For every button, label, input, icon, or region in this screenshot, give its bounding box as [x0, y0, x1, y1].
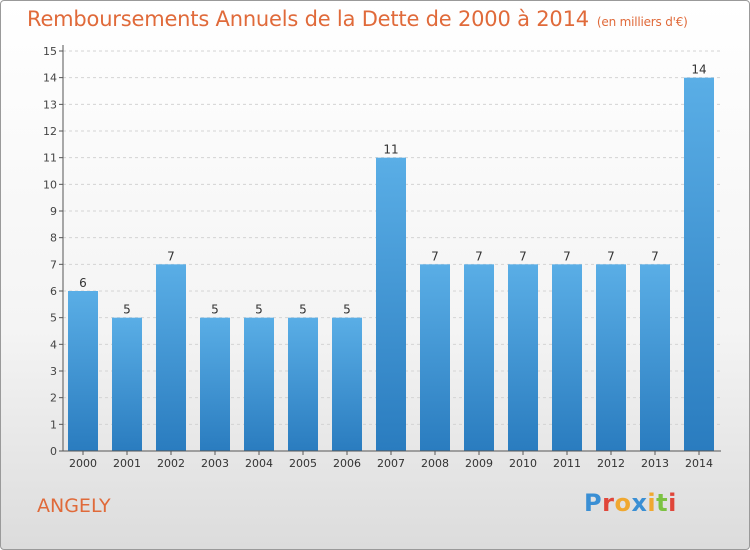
x-tick-label: 2010 [509, 457, 537, 470]
x-tick-label: 2005 [289, 457, 317, 470]
y-tick-label: 14 [43, 72, 57, 85]
bar [112, 317, 142, 451]
bar [508, 264, 538, 451]
bar-value-label: 7 [431, 249, 439, 263]
bar-value-label: 5 [343, 303, 351, 317]
x-tick-label: 2009 [465, 457, 493, 470]
bar [200, 317, 230, 451]
bar [68, 291, 98, 451]
bar [244, 317, 274, 451]
x-tick-label: 2014 [685, 457, 713, 470]
y-tick-label: 7 [50, 258, 57, 271]
bar [156, 264, 186, 451]
bar-value-label: 6 [79, 276, 87, 290]
bar-value-label: 5 [255, 303, 263, 317]
y-tick-label: 4 [50, 338, 57, 351]
bar-value-label: 7 [519, 249, 527, 263]
bar-value-label: 7 [563, 249, 571, 263]
bar-value-label: 7 [475, 249, 483, 263]
bar [376, 157, 406, 451]
bar [332, 317, 362, 451]
y-tick-label: 3 [50, 365, 57, 378]
x-tick-label: 2000 [69, 457, 97, 470]
y-tick-label: 0 [50, 445, 57, 458]
y-tick-label: 13 [43, 98, 57, 111]
y-tick-label: 2 [50, 392, 57, 405]
x-tick-label: 2004 [245, 457, 273, 470]
y-tick-label: 1 [50, 418, 57, 431]
chart-title: Remboursements Annuels de la Dette de 20… [27, 7, 688, 31]
unit-label: (en milliers d'€) [596, 15, 688, 29]
x-tick-label: 2001 [113, 457, 141, 470]
y-tick-label: 10 [43, 178, 57, 191]
y-tick-label: 6 [50, 285, 57, 298]
y-tick-label: 12 [43, 125, 57, 138]
commune-name: ANGELY [37, 495, 111, 517]
bar-value-label: 7 [167, 249, 175, 263]
bar [640, 264, 670, 451]
title-text: Remboursements Annuels de la Dette de 20… [27, 7, 589, 31]
bar [552, 264, 582, 451]
logo-letter: r [602, 489, 615, 517]
y-tick-label: 8 [50, 232, 57, 245]
bar-value-label: 7 [607, 249, 615, 263]
logo-letter: o [614, 489, 632, 517]
x-tick-label: 2012 [597, 457, 625, 470]
x-tick-label: 2008 [421, 457, 449, 470]
logo-letter: x [631, 489, 648, 517]
x-tick-label: 2006 [333, 457, 361, 470]
logo-letter: i [668, 489, 677, 517]
x-axis: 2000 2001 2002 2003 2004 2005 2006 2007 2008 2009… [63, 450, 721, 470]
bar-value-label: 7 [651, 249, 659, 263]
proxiti-logo: Proxiti [584, 489, 677, 517]
y-tick-label: 11 [43, 152, 57, 165]
bar [288, 317, 318, 451]
bar-value-label: 5 [211, 303, 219, 317]
x-tick-label: 2007 [377, 457, 405, 470]
bar-value-label: 14 [691, 63, 706, 77]
bar [596, 264, 626, 451]
logo-letter: i [647, 489, 657, 517]
bar-value-label: 5 [123, 303, 131, 317]
y-tick-label: 9 [50, 205, 57, 218]
x-tick-label: 2011 [553, 457, 581, 470]
logo-letter: t [656, 489, 669, 517]
bars: 6 5 7 5 5 5 5 11 7 7 7 7 7 7 14 [68, 63, 714, 452]
y-tick-label: 5 [50, 312, 57, 325]
x-tick-label: 2003 [201, 457, 229, 470]
x-tick-label: 2013 [641, 457, 669, 470]
bar-value-label: 11 [383, 143, 398, 157]
y-tick-label: 15 [43, 45, 57, 58]
logo-letter: P [584, 489, 603, 517]
x-tick-label: 2002 [157, 457, 185, 470]
bar-value-label: 5 [299, 303, 307, 317]
bar [684, 77, 714, 452]
bar [464, 264, 494, 451]
bar [420, 264, 450, 451]
